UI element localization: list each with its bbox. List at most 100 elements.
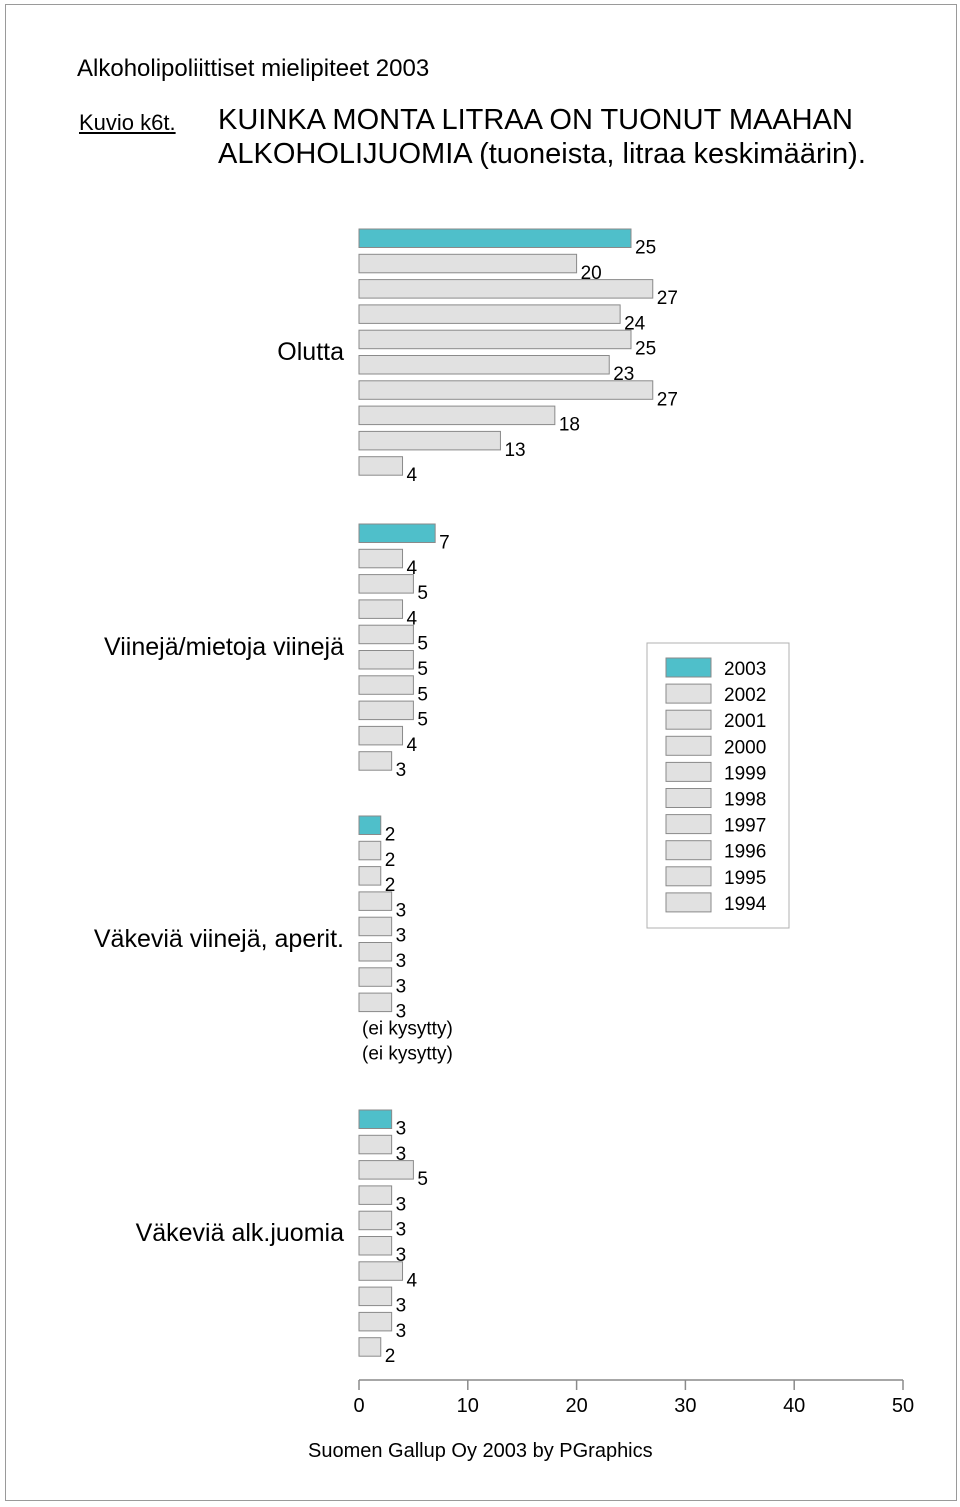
data-label: 2 [385,825,396,846]
x-tick-label: 30 [674,1395,696,1417]
legend-label: 1999 [724,763,766,784]
bar [358,942,393,962]
legend-swatch [665,814,712,835]
legend-swatch [665,657,712,678]
bar [358,228,632,248]
data-label: 25 [635,339,656,360]
data-label: 3 [396,976,407,997]
figure-label: Kuvio k6t. [79,110,176,135]
data-label: 3 [396,1220,407,1241]
category-label: Väkeviä viinejä, aperit. [94,925,344,953]
data-label: 5 [417,684,428,705]
bar [358,1337,382,1357]
bar [358,279,654,299]
bar [358,916,393,937]
data-label: 3 [396,951,407,972]
data-label: 3 [396,1002,407,1023]
legend-label: 2000 [724,737,766,758]
data-label: 23 [613,364,634,385]
legend-label: 1996 [724,842,766,863]
data-label: 3 [396,1296,407,1317]
bar [358,992,393,1013]
data-label: 4 [407,735,418,756]
legend-swatch [665,892,712,913]
bar [358,751,393,771]
bar [358,675,414,695]
bar [358,725,404,746]
x-tick-label: 20 [565,1395,587,1417]
data-label: 5 [417,710,428,731]
data-label: 5 [417,659,428,680]
data-label: 3 [396,1194,407,1215]
data-label: 3 [396,900,407,921]
bar [358,574,414,594]
bar [358,380,654,400]
bar [358,891,393,911]
data-label: 20 [581,263,602,284]
bar [358,430,501,451]
data-label: 25 [635,238,656,259]
category-label: Viinejä/mietoja viinejä [104,633,344,661]
x-tick-label: 10 [457,1395,479,1417]
data-label: 3 [396,926,407,947]
bar [358,866,382,886]
data-label: 27 [657,288,678,309]
missing-value-label: (ei kysytty) [362,1044,453,1065]
bar [358,456,404,476]
data-label: 2 [385,1346,396,1367]
x-tick-label: 0 [353,1395,364,1417]
data-label: 4 [407,465,418,486]
x-tick-label: 50 [892,1395,914,1417]
legend-swatch [665,709,712,730]
bar [358,253,578,274]
footer-credit: Suomen Gallup Oy 2003 by PGraphics [308,1440,653,1462]
data-label: 5 [417,634,428,655]
data-label: 3 [396,1245,407,1266]
legend-label: 1998 [724,790,766,811]
data-label: 4 [407,558,418,579]
data-label: 4 [407,608,418,629]
data-label: 2 [385,875,396,896]
figure-title: KUINKA MONTA LITRAA ON TUONUT MAAHAN ALK… [218,103,866,171]
data-label: 3 [396,760,407,781]
figure-title-line-1: KUINKA MONTA LITRAA ON TUONUT MAAHAN [218,104,853,136]
data-label: 13 [504,440,525,461]
bar [358,1134,393,1155]
bar [358,1311,393,1332]
bar [358,1185,393,1205]
legend-label: 1995 [724,868,766,889]
missing-value-label: (ei kysytty) [362,1018,453,1039]
legend-label: 1997 [724,816,766,837]
bar [358,650,414,670]
legend-label: 2001 [724,711,766,732]
bar [358,1160,414,1180]
legend-swatch [665,683,712,704]
bar [358,1261,404,1281]
data-label: 3 [396,1119,407,1140]
data-label: 7 [439,533,450,554]
bar [358,700,414,721]
page-title: Alkoholipoliittiset mielipiteet 2003 [77,55,430,82]
chart-frame [5,4,957,1501]
category-label: Olutta [277,338,344,366]
x-tick-label: 40 [783,1395,805,1417]
data-label: 3 [396,1144,407,1165]
data-label: 24 [624,313,646,334]
data-label: 18 [559,415,580,436]
data-label: 5 [417,583,428,604]
bar [358,599,404,619]
bar [358,523,436,543]
legend-swatch [665,735,712,756]
bar [358,1210,393,1231]
bar [358,815,382,835]
legend-label: 2002 [724,685,766,706]
legend-swatch [665,761,712,782]
data-label: 3 [396,1321,407,1342]
category-label: Väkeviä alk.juomia [136,1219,345,1247]
bar [358,1236,393,1256]
bar [358,624,414,645]
bar [358,329,632,350]
data-label: 2 [385,850,396,871]
bar [358,405,556,426]
